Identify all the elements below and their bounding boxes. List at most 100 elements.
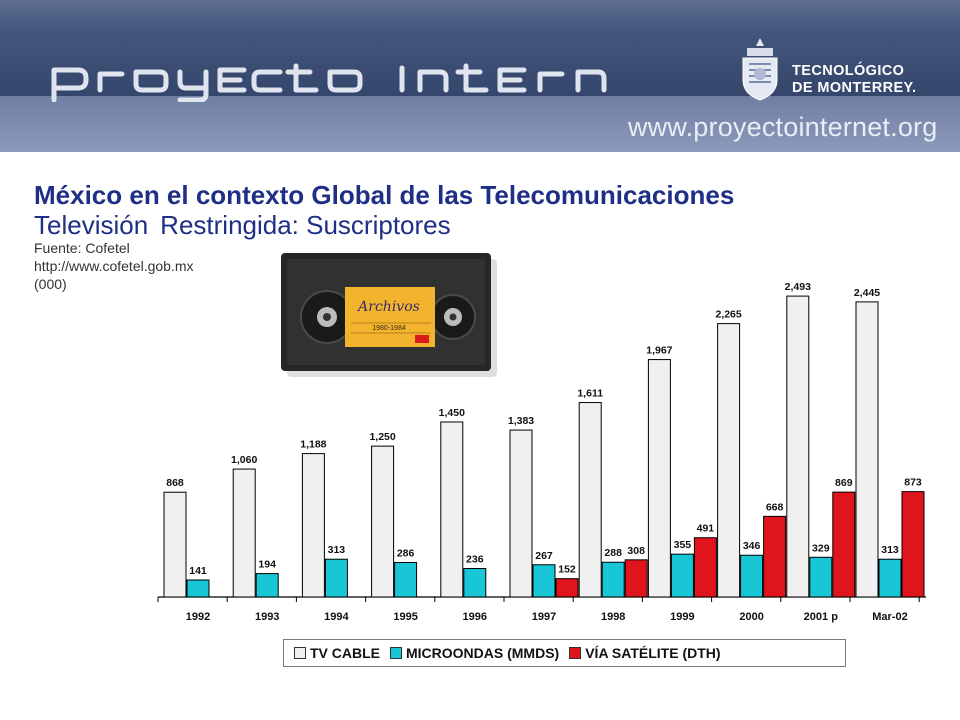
- bar-microondas-mmds-1992: [186, 579, 210, 598]
- value-label-v-a-sat-lite-dth-2000: 668: [766, 501, 784, 513]
- bar-group: [163, 295, 925, 598]
- bar-v-a-sat-lite-dth-1998: [624, 559, 648, 598]
- legend-swatch-mmds: [390, 647, 402, 659]
- value-label-tv-cable-1995: 1,250: [369, 431, 395, 443]
- value-label-v-a-sat-lite-dth-1998: 308: [627, 545, 645, 557]
- category-label-2001-p: 2001 p: [804, 611, 839, 623]
- value-label-microondas-mmds-mar-02: 313: [881, 544, 899, 556]
- bar-microondas-mmds-1994: [324, 558, 348, 598]
- value-label-v-a-sat-lite-dth-1999: 491: [697, 523, 715, 535]
- bar-microondas-mmds-1997: [532, 564, 556, 598]
- bar-v-a-sat-lite-dth-2001-p: [832, 491, 856, 598]
- value-label-tv-cable-1992: 868: [166, 477, 184, 489]
- bar-tv-cable-2001-p: [786, 295, 810, 598]
- value-label-v-a-sat-lite-dth-mar-02: 873: [904, 477, 922, 489]
- bar-tv-cable-1996: [440, 421, 464, 598]
- chart-legend: TV CABLE MICROONDAS (MMDS) VÍA SATÉLITE …: [283, 639, 846, 667]
- value-label-microondas-mmds-1997: 267: [535, 550, 553, 562]
- bar-tv-cable-1993: [232, 468, 256, 598]
- value-label-microondas-mmds-2001-p: 329: [812, 542, 830, 554]
- bar-tv-cable-1999: [647, 359, 671, 598]
- institution-name-line1: TECNOLÓGICO: [792, 63, 905, 79]
- category-label-1996: 1996: [463, 611, 487, 623]
- value-label-tv-cable-2001-p: 2,493: [785, 281, 811, 293]
- bar-tv-cable-mar-02: [855, 301, 879, 598]
- tick-group: [157, 597, 920, 602]
- bar-v-a-sat-lite-dth-2000: [763, 515, 787, 598]
- value-label-tv-cable-1993: 1,060: [231, 454, 257, 466]
- subtitle-part1: Televisión: [34, 210, 149, 240]
- source-url: http://www.cofetel.gob.mx: [34, 258, 194, 274]
- bar-tv-cable-1997: [509, 429, 533, 598]
- bar-v-a-sat-lite-dth-1999: [693, 537, 717, 598]
- bar-microondas-mmds-1998: [601, 561, 625, 598]
- banner-stripe: [0, 96, 960, 152]
- category-label-1998: 1998: [601, 611, 625, 623]
- bar-microondas-mmds-1995: [394, 561, 418, 598]
- page-subtitle: Televisión Restringida: Suscriptores: [34, 210, 451, 241]
- subtitle-part2: Restringida: Suscriptores: [160, 210, 451, 240]
- value-label-group: 868 141 1,060 194 1,188 313 1,250 286 1,450 236 1,…: [166, 281, 922, 577]
- bar-microondas-mmds-2000: [740, 554, 764, 598]
- category-label-1997: 1997: [532, 611, 556, 623]
- cassette-label-years: 1980-1984: [372, 325, 406, 332]
- website-url: www.proyectointernet.org: [628, 112, 938, 142]
- bar-microondas-mmds-1996: [463, 568, 487, 598]
- value-label-microondas-mmds-1996: 236: [466, 554, 484, 566]
- category-label-2000: 2000: [739, 611, 763, 623]
- value-label-microondas-mmds-2000: 346: [743, 540, 761, 552]
- value-label-tv-cable-1998: 1,611: [577, 388, 603, 400]
- value-label-microondas-mmds-1999: 355: [674, 539, 692, 551]
- cassette-label-text: Archivos: [356, 299, 420, 315]
- value-label-microondas-mmds-1994: 313: [328, 544, 346, 556]
- legend-item-dth: VÍA SATÉLITE (DTH): [569, 645, 721, 661]
- bar-microondas-mmds-mar-02: [878, 558, 902, 598]
- bar-tv-cable-1995: [371, 445, 395, 598]
- proyecto-internet-logo: [51, 63, 607, 102]
- category-label-1995: 1995: [393, 611, 417, 623]
- header-banner: www.proyectointernet.org TECNOLÓGICO DE …: [0, 0, 960, 152]
- banner-highlight: [0, 0, 960, 28]
- value-label-v-a-sat-lite-dth-1997: 152: [558, 564, 576, 576]
- value-label-tv-cable-1997: 1,383: [508, 415, 534, 427]
- value-label-microondas-mmds-1995: 286: [397, 547, 415, 559]
- value-label-tv-cable-1996: 1,450: [439, 407, 465, 419]
- bar-tv-cable-2000: [717, 323, 741, 598]
- bar-tv-cable-1994: [301, 453, 325, 598]
- category-label-group: 1992 1993 1994 1995 1996 1997 1998 1999 2000 2001…: [186, 611, 908, 623]
- units-label: (000): [34, 276, 67, 292]
- bar-v-a-sat-lite-dth-1997: [555, 578, 579, 598]
- value-label-tv-cable-1994: 1,188: [300, 439, 326, 451]
- tec-monterrey-crest-icon: [742, 38, 778, 101]
- value-label-v-a-sat-lite-dth-2001-p: 869: [835, 477, 853, 489]
- page-title: México en el contexto Global de las Tele…: [34, 180, 735, 210]
- category-label-mar-02: Mar-02: [872, 611, 907, 623]
- category-label-1994: 1994: [324, 611, 349, 623]
- category-label-1992: 1992: [186, 611, 210, 623]
- bar-v-a-sat-lite-dth-mar-02: [901, 491, 925, 598]
- bar-microondas-mmds-1993: [255, 573, 279, 598]
- bar-tv-cable-1998: [578, 402, 602, 598]
- category-label-1993: 1993: [255, 611, 279, 623]
- value-label-tv-cable-mar-02: 2,445: [854, 287, 880, 299]
- cassette-label: Archivos 1980-1984: [345, 287, 435, 347]
- bar-microondas-mmds-2001-p: [809, 556, 833, 598]
- legend-label-dth: VÍA SATÉLITE (DTH): [585, 645, 721, 661]
- value-label-tv-cable-1999: 1,967: [646, 345, 672, 357]
- value-label-microondas-mmds-1992: 141: [189, 565, 207, 577]
- legend-swatch-dth: [569, 647, 582, 659]
- institution-name-line2: DE MONTERREY.: [792, 80, 917, 96]
- category-label-1999: 1999: [670, 611, 694, 623]
- bar-microondas-mmds-1999: [670, 553, 694, 598]
- legend-label-mmds: MICROONDAS (MMDS): [406, 645, 560, 661]
- value-label-microondas-mmds-1998: 288: [604, 547, 622, 559]
- legend-item-mmds: MICROONDAS (MMDS): [390, 645, 559, 661]
- bar-tv-cable-1992: [163, 491, 187, 598]
- value-label-tv-cable-2000: 2,265: [715, 309, 741, 321]
- vhs-cassette-image: Archivos 1980-1984: [281, 253, 497, 377]
- legend-swatch-tv-cable: [294, 647, 306, 659]
- legend-label-tv-cable: TV CABLE: [310, 645, 380, 661]
- legend-item-tv-cable: TV CABLE: [294, 645, 380, 661]
- source-label: Fuente: Cofetel: [34, 240, 130, 256]
